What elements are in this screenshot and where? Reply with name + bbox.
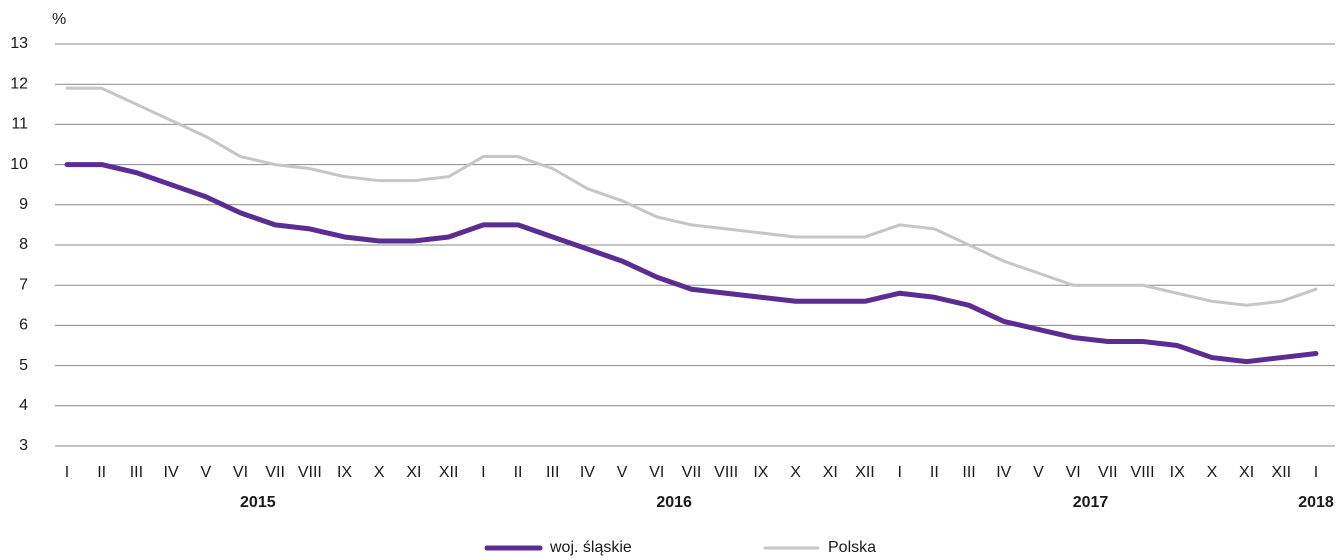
x-tick-label: X — [790, 464, 801, 481]
year-label: 2018 — [1298, 494, 1334, 511]
x-tick-label: IX — [1170, 464, 1185, 481]
y-tick-label: 6 — [19, 317, 28, 334]
x-tick-label: XII — [855, 464, 875, 481]
y-tick-label: 11 — [11, 116, 28, 133]
x-tick-label: VIII — [1131, 464, 1155, 481]
x-tick-label: I — [65, 464, 69, 481]
year-label: 2016 — [656, 494, 692, 511]
year-label: 2015 — [240, 494, 276, 511]
y-tick-label: 5 — [19, 357, 28, 374]
x-tick-label: IV — [580, 464, 595, 481]
x-tick-label: III — [130, 464, 143, 481]
year-label: 2017 — [1073, 494, 1109, 511]
x-tick-label: III — [962, 464, 975, 481]
x-tick-label: XI — [406, 464, 421, 481]
x-tick-label: XII — [1272, 464, 1292, 481]
x-tick-label: VI — [649, 464, 664, 481]
x-tick-label: IX — [337, 464, 352, 481]
x-tick-label: II — [97, 464, 106, 481]
x-tick-label: VIII — [714, 464, 738, 481]
x-tick-label: VIII — [298, 464, 322, 481]
x-tick-label: VI — [233, 464, 248, 481]
y-tick-label: 12 — [10, 75, 28, 92]
x-tick-label: III — [546, 464, 559, 481]
x-tick-label: XII — [439, 464, 459, 481]
x-tick-label: I — [1314, 464, 1318, 481]
x-tick-label: VII — [265, 464, 285, 481]
x-tick-label: VII — [1098, 464, 1118, 481]
series-line — [65, 86, 1318, 307]
legend-label: Polska — [828, 539, 876, 556]
y-tick-label: 3 — [19, 437, 28, 454]
y-tick-label: 10 — [10, 156, 28, 173]
y-tick-label: 7 — [19, 276, 28, 293]
y-tick-label: 13 — [10, 35, 28, 52]
x-tick-label: I — [481, 464, 485, 481]
x-tick-label: VI — [1066, 464, 1081, 481]
legend-label: woj. śląskie — [549, 539, 632, 556]
series-line — [64, 162, 1319, 365]
x-tick-label: VII — [682, 464, 702, 481]
x-tick-label: II — [514, 464, 523, 481]
x-tick-label: V — [617, 464, 628, 481]
x-tick-label: I — [897, 464, 901, 481]
x-tick-label: IV — [164, 464, 179, 481]
x-tick-label: IX — [753, 464, 768, 481]
x-tick-label: XI — [1239, 464, 1254, 481]
y-tick-label: 8 — [19, 236, 28, 253]
y-axis-label: % — [52, 11, 66, 28]
y-tick-label: 4 — [19, 397, 28, 414]
x-tick-label: V — [1033, 464, 1044, 481]
x-tick-label: II — [930, 464, 939, 481]
x-tick-label: XI — [823, 464, 838, 481]
x-tick-label: X — [1207, 464, 1218, 481]
x-tick-label: IV — [996, 464, 1011, 481]
x-tick-label: X — [374, 464, 385, 481]
y-tick-label: 9 — [19, 196, 28, 213]
x-tick-label: V — [200, 464, 211, 481]
